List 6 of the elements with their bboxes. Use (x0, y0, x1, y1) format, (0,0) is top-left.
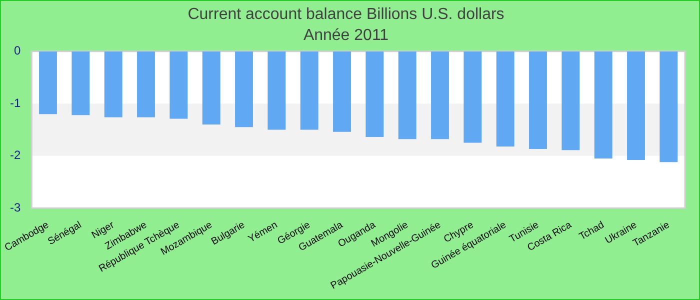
chart-title: Current account balance Billions U.S. dollars (188, 6, 504, 24)
y-tick-label: -1 (10, 96, 21, 110)
y-tick-label: -2 (10, 148, 21, 162)
y-tick-label: 0 (14, 44, 21, 58)
y-tick-label: -3 (10, 200, 21, 214)
chart-subtitle: Année 2011 (303, 27, 389, 44)
